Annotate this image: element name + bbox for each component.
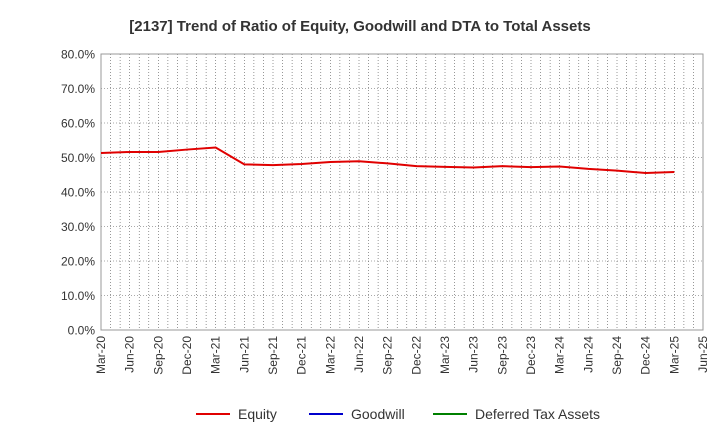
x-tick-label: Dec-22 [409,336,423,375]
x-tick-label: Jun-24 [581,336,595,373]
y-tick-label: 10.0% [61,289,95,303]
legend-label: Deferred Tax Assets [475,406,600,422]
series-layer [100,146,675,175]
y-tick-label: 70.0% [61,82,95,96]
x-tick-label: Dec-21 [295,336,309,375]
x-tick-label: Jun-22 [352,336,366,373]
x-tick-label: Mar-20 [94,336,108,374]
x-tick-label: Sep-20 [151,336,165,375]
y-tick-label: 40.0% [61,186,95,200]
y-tick-label: 20.0% [61,255,95,269]
x-tick-label: Mar-23 [438,336,452,374]
x-tick-label: Mar-22 [323,336,337,374]
x-tick-label: Jun-20 [123,336,137,373]
y-axis: 0.0% 10.0% 20.0% 30.0% 40.0% 50.0% 60.0% 70.0% 8… [61,48,95,338]
x-tick-label: Sep-22 [381,336,395,375]
legend: Equity Goodwill Deferred Tax Assets [196,406,600,422]
y-tick-label: 60.0% [61,117,95,131]
x-tick-label: Dec-20 [180,336,194,375]
x-tick-label: Sep-23 [495,336,509,375]
x-tick-label: Mar-25 [667,336,681,374]
x-tick-label: Jun-25 [696,336,710,373]
y-tick-label: 30.0% [61,220,95,234]
x-tick-label: Dec-24 [639,336,653,375]
chart-title: [2137] Trend of Ratio of Equity, Goodwil… [129,18,590,35]
x-tick-label: Sep-24 [610,336,624,375]
y-tick-label: 0.0% [68,324,96,338]
x-tick-label: Sep-21 [266,336,280,375]
legend-label: Goodwill [351,406,405,422]
y-tick-label: 50.0% [61,151,95,165]
x-tick-label: Mar-21 [209,336,223,374]
x-tick-label: Jun-23 [467,336,481,373]
plot-area [100,53,704,331]
series-line-equity [100,146,675,175]
x-tick-label: Jun-21 [237,336,251,373]
grid-layer [100,53,704,331]
x-tick-label: Dec-23 [524,336,538,375]
x-tick-label: Mar-24 [553,336,567,374]
y-tick-label: 80.0% [61,48,95,62]
x-axis: Mar-20 Jun-20 Sep-20 Dec-20 Mar-21 Jun-21 Sep-… [94,336,710,375]
legend-label: Equity [238,406,277,422]
